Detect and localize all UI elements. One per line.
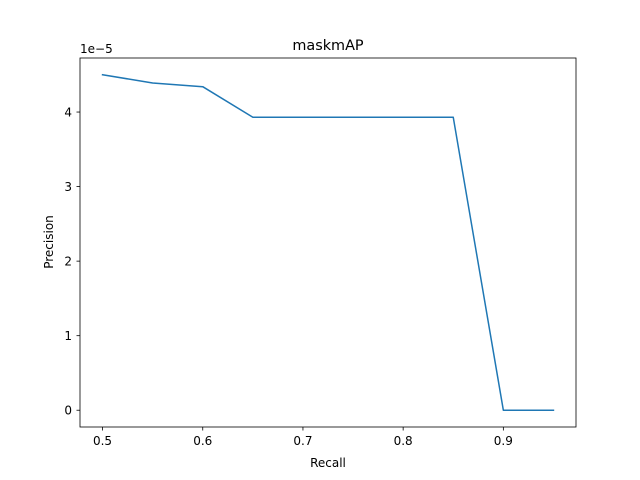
x-tick-label: 0.7: [293, 434, 312, 448]
x-axis-label: Recall: [310, 456, 346, 470]
y-tick-label: 3: [64, 180, 72, 194]
y-offset-label: 1e−5: [80, 42, 113, 56]
y-axis-label: Precision: [42, 215, 56, 269]
axes-frame: [79, 57, 577, 428]
y-axis-ticks: 0 1 2 3 4: [64, 105, 80, 418]
y-tick-label: 0: [64, 404, 72, 418]
x-tick-label: 0.9: [494, 434, 513, 448]
x-axis-ticks: 0.5 0.6 0.7 0.8 0.9: [93, 427, 513, 448]
series-line-0: [101, 73, 555, 411]
chart-title: maskmAP: [292, 38, 364, 54]
y-tick-label: 4: [64, 105, 72, 119]
y-tick-label: 1: [64, 329, 72, 343]
x-tick-label: 0.6: [193, 434, 212, 448]
x-tick-label: 0.8: [394, 434, 413, 448]
plot-layer: [101, 73, 555, 411]
y-tick-label: 2: [64, 254, 72, 268]
x-tick-label: 0.5: [93, 434, 112, 448]
